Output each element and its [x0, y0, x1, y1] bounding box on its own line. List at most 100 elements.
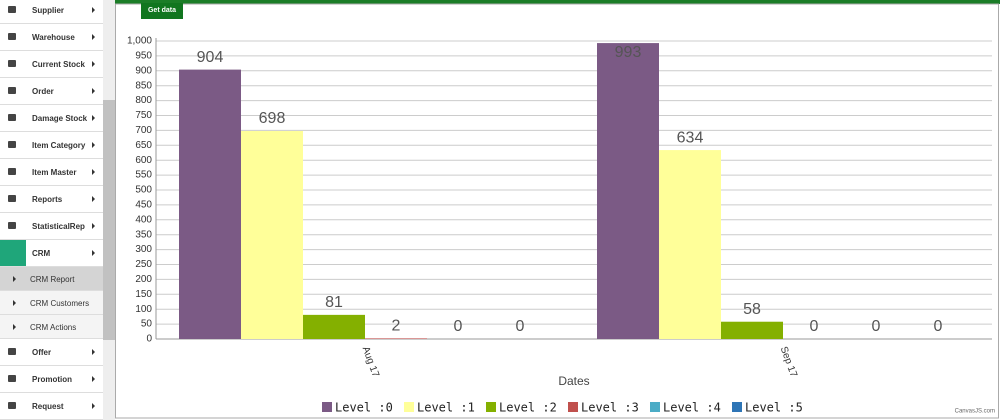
- menu-item[interactable]: CRM: [0, 240, 103, 267]
- menu-item[interactable]: Supplier: [0, 0, 103, 24]
- bar: [597, 43, 659, 339]
- get-data-button[interactable]: Get data: [141, 3, 183, 19]
- value-label: 0: [516, 318, 525, 335]
- menu-icon: [8, 195, 16, 202]
- menu-label: Item Master: [32, 168, 77, 177]
- menu-label: Request: [32, 402, 64, 411]
- legend-marker: [322, 402, 332, 412]
- top-bar: [115, 0, 1000, 4]
- y-tick-label: 400: [135, 214, 152, 225]
- menu-item[interactable]: Item Master: [0, 159, 103, 186]
- y-tick-label: 450: [135, 200, 152, 211]
- menu-arrow: [92, 142, 95, 148]
- credit: CanvasJS.com: [955, 409, 995, 415]
- menu-icon: [8, 60, 16, 67]
- menu-label: Current Stock: [32, 60, 85, 69]
- bar: [241, 130, 303, 339]
- value-label: 698: [259, 110, 286, 127]
- bar: [303, 314, 365, 339]
- legend-label: Level :4: [663, 401, 721, 415]
- bar: [721, 321, 783, 339]
- legend-marker: [486, 402, 496, 412]
- menu-label: CRM Actions: [30, 323, 77, 332]
- menu-icon: [8, 33, 16, 40]
- menu-item[interactable]: Request: [0, 393, 103, 420]
- scrollbar-thumb[interactable]: [103, 100, 115, 340]
- y-tick-label: 850: [135, 80, 152, 91]
- menu-icon: [8, 141, 16, 148]
- menu-item[interactable]: Order: [0, 78, 103, 105]
- menu-arrow: [92, 196, 95, 202]
- legend-label: Level :1: [417, 401, 475, 415]
- legend-marker: [568, 402, 578, 412]
- menu-item[interactable]: Item Category: [0, 132, 103, 159]
- menu-item[interactable]: CRM Actions: [0, 315, 103, 339]
- menu-item[interactable]: Promotion: [0, 366, 103, 393]
- value-label: 993: [615, 44, 642, 61]
- menu-icon: [8, 375, 16, 382]
- menu-label: Warehouse: [32, 33, 75, 42]
- value-label: 58: [743, 301, 761, 318]
- y-tick-label: 500: [135, 185, 152, 196]
- menu-item[interactable]: CRM Customers: [0, 291, 103, 315]
- y-tick-label: 800: [135, 95, 152, 106]
- menu-item[interactable]: CRM Report: [0, 267, 103, 291]
- menu-label: CRM Customers: [30, 299, 90, 308]
- menu-item[interactable]: Warehouse: [0, 24, 103, 51]
- menu-item[interactable]: Reports: [0, 186, 103, 213]
- value-label: 0: [810, 318, 819, 335]
- value-label: 2: [392, 318, 401, 335]
- y-tick-label: 150: [135, 289, 152, 300]
- y-tick-label: 0: [146, 334, 152, 345]
- menu-label: StatisticalRep: [32, 222, 85, 231]
- y-tick-label: 650: [135, 140, 152, 151]
- menu-label: Offer: [32, 348, 52, 357]
- bar: [365, 338, 427, 339]
- x-tick-label: Aug 17: [360, 345, 381, 379]
- value-label: 904: [197, 49, 224, 66]
- y-tick-label: 700: [135, 125, 152, 136]
- bar: [659, 150, 721, 339]
- menu-item[interactable]: Damage Stock: [0, 105, 103, 132]
- menu-icon: [8, 6, 16, 13]
- legend-label: Level :5: [745, 401, 803, 415]
- menu-arrow: [92, 403, 95, 409]
- y-tick-label: 900: [135, 65, 152, 76]
- y-tick-label: 50: [141, 319, 153, 330]
- menu-icon: [8, 222, 16, 229]
- menu-item[interactable]: Offer: [0, 339, 103, 366]
- y-tick-label: 950: [135, 51, 152, 62]
- menu-arrow: [13, 300, 16, 306]
- legend-marker: [732, 402, 742, 412]
- x-tick-label: Sep 17: [778, 345, 799, 379]
- y-tick-label: 1,000: [127, 36, 152, 47]
- y-tick-label: 550: [135, 170, 152, 181]
- menu-label: CRM: [32, 249, 51, 258]
- frame: [115, 3, 999, 419]
- menu-label: Damage Stock: [32, 114, 88, 123]
- value-label: 0: [454, 318, 463, 335]
- menu-arrow: [92, 223, 95, 229]
- chart: 0501001502002503003504004505005506006507…: [115, 3, 999, 419]
- y-tick-label: 750: [135, 110, 152, 121]
- value-label: 634: [677, 129, 704, 146]
- legend-label: Level :3: [581, 401, 639, 415]
- menu-icon: [8, 87, 16, 94]
- menu-arrow: [92, 349, 95, 355]
- menu-icon: [8, 114, 16, 121]
- menu-arrow: [13, 324, 16, 330]
- menu-item[interactable]: StatisticalRep: [0, 213, 103, 240]
- y-tick-label: 200: [135, 274, 152, 285]
- legend-label: Level :2: [499, 401, 557, 415]
- y-tick-label: 100: [135, 304, 152, 315]
- y-tick-label: 600: [135, 155, 152, 166]
- menu-label: Reports: [32, 195, 63, 204]
- value-label: 0: [872, 318, 881, 335]
- sidebar: Supplier Warehouse Current Stock Order Damag…: [0, 0, 115, 420]
- menu-item[interactable]: Current Stock: [0, 51, 103, 78]
- menu-arrow: [13, 276, 16, 282]
- menu-label: Promotion: [32, 375, 72, 384]
- menu-arrow: [92, 61, 95, 67]
- menu-icon: [0, 240, 26, 266]
- menu-arrow: [92, 88, 95, 94]
